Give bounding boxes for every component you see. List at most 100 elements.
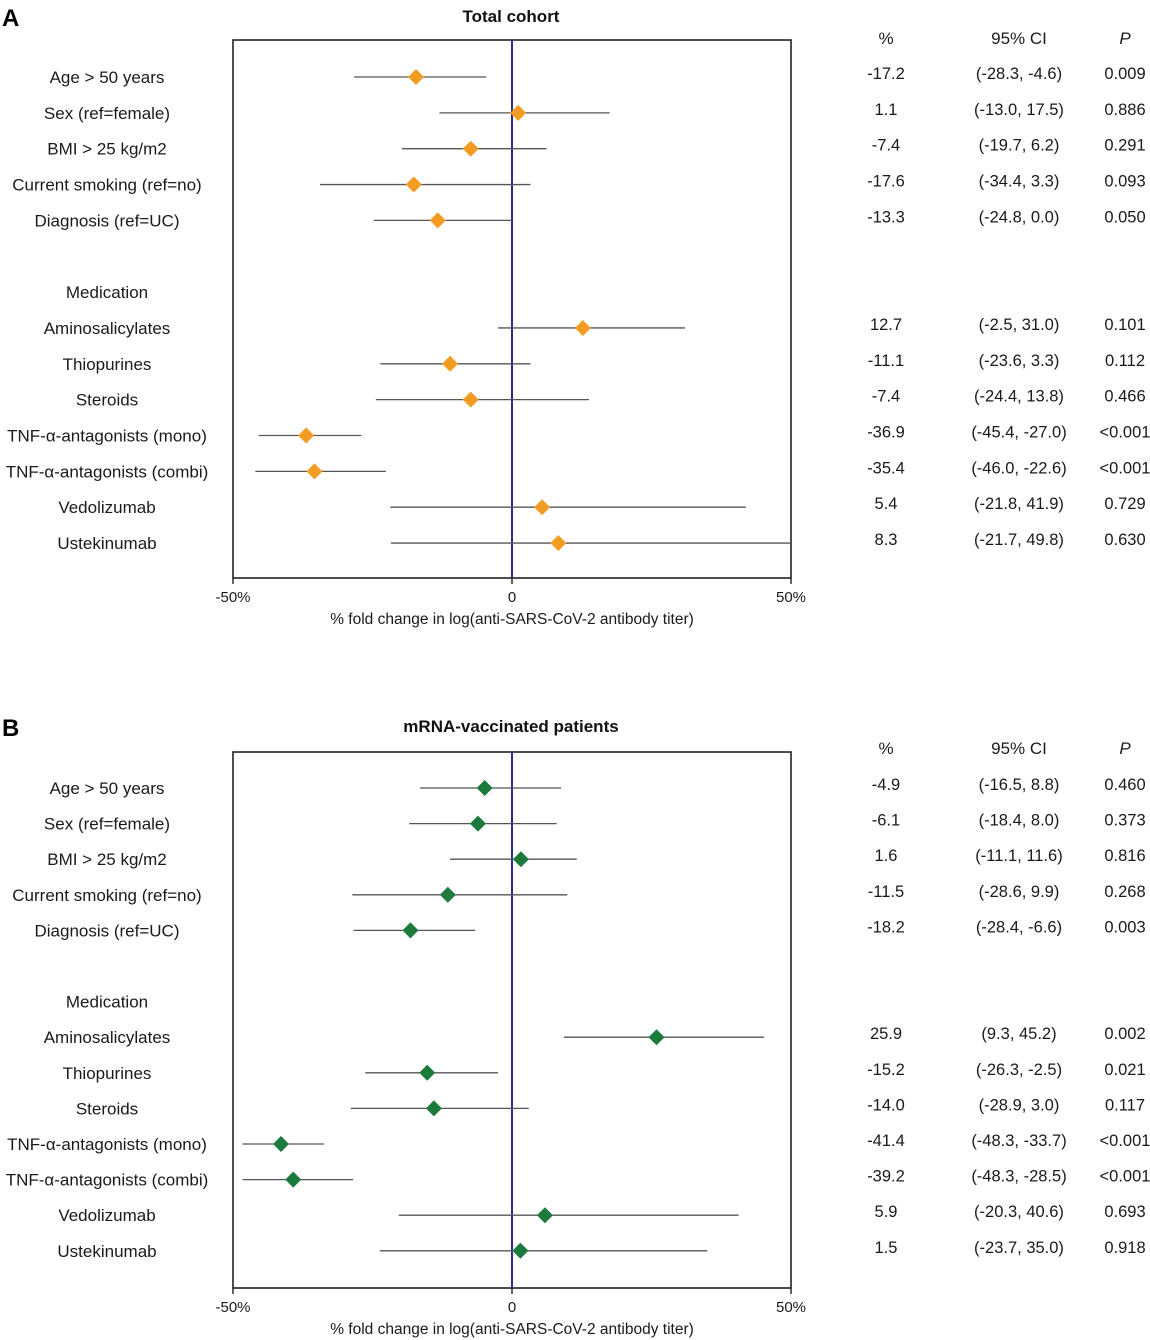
ci-value: (-26.3, -2.5) [976,1061,1062,1079]
ci-value: (-48.3, -28.5) [971,1168,1066,1186]
ci-value: (-28.6, 9.9) [979,883,1060,901]
ci-value: (-23.7, 35.0) [974,1239,1064,1257]
percent-value: -17.6 [867,173,905,191]
percent-value: 5.4 [875,495,898,513]
p-value: 0.093 [1104,173,1145,191]
p-value: 0.460 [1104,776,1145,794]
p-value: 0.886 [1104,101,1145,119]
p-value: 0.050 [1104,208,1145,226]
row-label: Current smoking (ref=no) [12,176,201,195]
x-tick-label: 0 [508,1299,516,1316]
row-label: Steroids [76,391,138,410]
column-header-p: P [1119,739,1131,758]
p-value: <0.001 [1100,1132,1150,1150]
estimate-marker [439,886,456,903]
percent-value: -6.1 [872,812,900,830]
row-label: Current smoking (ref=no) [12,886,201,905]
estimate-marker [272,1136,289,1152]
ci-value: (-13.0, 17.5) [974,101,1064,119]
ci-value: (9.3, 45.2) [981,1025,1056,1043]
p-value: 0.101 [1104,316,1145,334]
p-value: 0.291 [1104,137,1145,155]
estimate-marker [408,69,425,85]
row-label: Vedolizumab [58,498,155,517]
p-value: <0.001 [1100,459,1150,477]
estimate-marker [405,176,422,193]
percent-value: -14.0 [867,1096,905,1114]
percent-value: -15.2 [867,1061,905,1079]
estimate-marker [512,1242,529,1259]
percent-value: 12.7 [870,316,902,334]
ci-value: (-28.9, 3.0) [979,1096,1060,1114]
x-tick-label: 50% [776,1299,806,1316]
p-value: 0.009 [1104,65,1145,83]
percent-value: 5.9 [875,1203,898,1221]
estimate-marker [442,355,459,372]
row-label: Diagnosis (ref=UC) [34,211,179,230]
row-label: TNF-α-antagonists (mono) [7,427,207,446]
ci-value: (-21.8, 41.9) [974,495,1064,513]
row-label: Age > 50 years [50,68,165,87]
percent-value: -13.3 [867,208,905,226]
row-label: Thiopurines [63,1064,152,1083]
row-label: TNF-α-antagonists (combi) [6,462,209,481]
estimate-marker [298,427,315,444]
percent-value: -39.2 [867,1168,905,1186]
row-label: Age > 50 years [50,779,165,798]
p-value: 0.002 [1104,1025,1145,1043]
percent-value: -36.9 [867,424,905,442]
estimate-marker [536,1207,553,1224]
percent-value: -41.4 [867,1132,905,1150]
ci-value: (-45.4, -27.0) [971,424,1066,442]
column-header-percent: % [878,29,893,48]
ci-value: (-18.4, 8.0) [979,812,1060,830]
ci-value: (-48.3, -33.7) [971,1132,1066,1150]
row-label: Vedolizumab [58,1206,155,1225]
p-value: 0.729 [1104,495,1145,513]
estimate-marker [306,463,323,480]
p-value: 0.918 [1104,1239,1145,1257]
p-value: <0.001 [1100,424,1150,442]
estimate-marker [462,140,479,157]
ci-value: (-20.3, 40.6) [974,1203,1064,1221]
estimate-marker [285,1171,302,1188]
estimate-marker [462,391,479,408]
panel-title: Total cohort [463,7,560,26]
x-axis-label: % fold change in log(anti-SARS-CoV-2 ant… [330,1321,694,1338]
column-header-ci: 95% CI [991,29,1047,48]
panel-letter: B [2,715,19,742]
estimate-marker [419,1064,436,1081]
row-label: TNF-α-antagonists (mono) [7,1135,207,1154]
x-tick-label: 0 [508,589,516,606]
row-label: Ustekinumab [57,1242,156,1261]
ci-value: (-46.0, -22.6) [971,459,1066,477]
panel-letter: A [2,5,19,32]
p-value: 0.268 [1104,883,1145,901]
estimate-marker [534,499,551,516]
percent-value: -35.4 [867,459,905,477]
p-value: 0.117 [1105,1096,1145,1114]
percent-value: -4.9 [872,776,900,794]
p-value: 0.021 [1104,1061,1145,1079]
row-label: Thiopurines [63,355,152,374]
x-tick-label: -50% [215,1299,250,1316]
row-label: TNF-α-antagonists (combi) [6,1171,209,1190]
row-label: BMI > 25 kg/m2 [47,850,167,869]
ci-value: (-24.8, 0.0) [979,208,1060,226]
p-value: 0.630 [1104,531,1145,549]
estimate-marker [648,1029,665,1046]
panel-title: mRNA-vaccinated patients [403,717,618,736]
row-label: Ustekinumab [57,534,156,553]
ci-value: (-24.4, 13.8) [974,388,1064,406]
estimate-marker [510,104,527,121]
estimate-marker [574,319,591,336]
p-value: 0.003 [1104,918,1145,936]
x-tick-label: -50% [215,589,250,606]
percent-value: -18.2 [867,918,905,936]
percent-value: 25.9 [870,1025,902,1043]
estimate-marker [429,212,446,229]
medication-header: Medication [66,993,148,1012]
estimate-marker [512,851,529,868]
